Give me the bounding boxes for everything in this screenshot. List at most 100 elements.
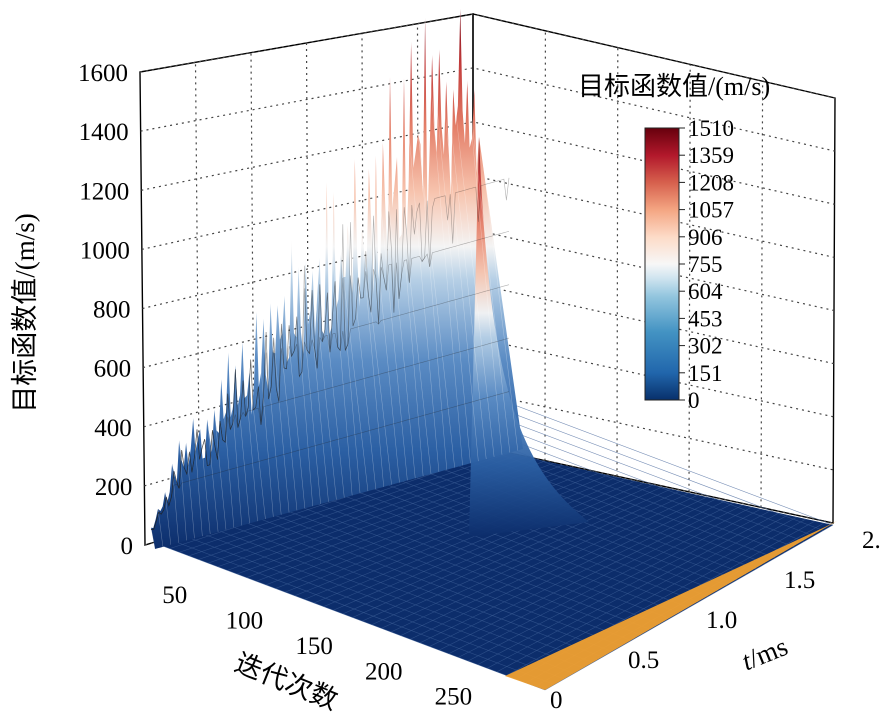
colorbar-title: 目标函数值/(m/s) (578, 72, 770, 101)
colorbar: 目标函数值/(m/s) 1510135912081057906755604453… (578, 72, 770, 413)
mesh-line (207, 517, 594, 663)
mesh-line (438, 49, 479, 462)
z-axis-ticks: 0 200 400 600 800 1000 1200 1400 1600 (78, 60, 133, 560)
mesh-line (242, 342, 258, 522)
x-axis-ticks: 50 100 150 200 250 (162, 582, 472, 710)
mesh-line (199, 429, 211, 535)
surface-decay (469, 136, 589, 537)
mesh-line (235, 365, 250, 524)
mesh-line (246, 495, 632, 641)
colorbar-tick-label: 453 (688, 306, 723, 331)
mesh-line (275, 478, 661, 625)
colorbar-tick-label: 302 (688, 334, 723, 359)
mesh-line (277, 305, 298, 511)
mesh-line (382, 142, 416, 479)
mesh-line (496, 514, 789, 673)
mesh-line (326, 182, 353, 496)
colorbar-tick-label: 755 (688, 252, 723, 277)
mesh-line (284, 295, 306, 509)
x-tick-label: 150 (295, 633, 333, 660)
mesh-line (171, 463, 179, 543)
colorbar-swatch (644, 127, 680, 401)
contour-line (150, 337, 510, 531)
mesh-line (410, 496, 708, 640)
mesh-line (284, 473, 670, 619)
z-tick-label: 600 (94, 356, 132, 383)
mesh-line (198, 522, 584, 669)
mesh-line (474, 89, 518, 451)
contour-line (150, 231, 510, 531)
mesh-line (361, 228, 392, 485)
y-tick-label: 0 (550, 687, 563, 714)
colorbar-tick-label: 604 (688, 279, 723, 304)
mesh-line (236, 500, 622, 647)
x-tick-label: 100 (226, 608, 264, 635)
mesh-line (150, 527, 156, 550)
surface-layer (150, 8, 837, 691)
mesh-line (178, 440, 187, 541)
mesh-line (381, 490, 681, 629)
mesh-line (396, 156, 432, 475)
y-axis-ticks: 0 0.5 1.0 1.5 2.0 (550, 527, 881, 714)
mesh-line (452, 89, 495, 457)
mesh-line (438, 502, 735, 651)
z-tick-label: 1600 (78, 60, 128, 87)
mesh-line (313, 476, 618, 604)
mesh-line (256, 311, 274, 517)
mesh-line (217, 511, 603, 658)
mesh-line (417, 133, 455, 468)
colorbar-tick-label: 1057 (688, 198, 734, 223)
mesh-line (312, 270, 337, 500)
mesh-line (410, 41, 448, 470)
mesh-line (228, 352, 242, 526)
mesh-line (188, 528, 574, 674)
mesh-line (208, 454, 519, 564)
x-tick-label: 50 (162, 582, 187, 609)
y-tick-label: 0.5 (628, 647, 659, 674)
colorbar-tick-label: 906 (688, 225, 723, 250)
x-gridline (250, 52, 255, 512)
mesh-line (467, 80, 511, 453)
mesh-line (319, 257, 345, 498)
mesh-line (265, 484, 651, 630)
y-tick-label: 1.5 (784, 567, 815, 594)
x-tick-label: 200 (365, 658, 403, 685)
t-gridline (760, 81, 764, 508)
x-tick-label: 250 (435, 684, 473, 711)
mesh-line (445, 81, 487, 460)
mesh-line (159, 544, 546, 691)
mesh-line (157, 508, 164, 547)
mesh-line (424, 17, 463, 466)
contour-line (150, 177, 510, 531)
mesh-line (375, 155, 408, 481)
mesh-line (403, 77, 440, 472)
colorbar-tick-label: 1510 (688, 116, 734, 141)
z-tick-label: 800 (93, 297, 131, 324)
z-tick-label: 200 (95, 474, 133, 501)
mesh-line (227, 506, 613, 652)
colorbar-tick-label: 0 (688, 388, 700, 413)
mesh-line (477, 510, 771, 665)
y-tick-label: 2.0 (862, 527, 881, 554)
mesh-line (354, 159, 384, 487)
mesh-line (400, 494, 699, 636)
mesh-line (305, 260, 329, 502)
mesh-line (221, 379, 235, 528)
z-tick-label: 1200 (79, 178, 129, 205)
mesh-line (206, 419, 219, 532)
mesh-line (389, 76, 424, 477)
colorbar-tick-label: 1359 (688, 143, 734, 168)
colorbar-tick-label: 1208 (688, 170, 734, 195)
mesh-line (179, 533, 565, 680)
mesh-line (249, 372, 266, 520)
mesh-line (368, 168, 400, 483)
mesh-line (347, 225, 377, 490)
colorbar-tick-label: 151 (688, 361, 723, 386)
z-tick-label: 1000 (80, 237, 130, 264)
surface-floor (160, 445, 833, 690)
mesh-line (333, 480, 636, 611)
mesh-line (458, 506, 753, 658)
z-tick-label: 400 (94, 415, 132, 442)
